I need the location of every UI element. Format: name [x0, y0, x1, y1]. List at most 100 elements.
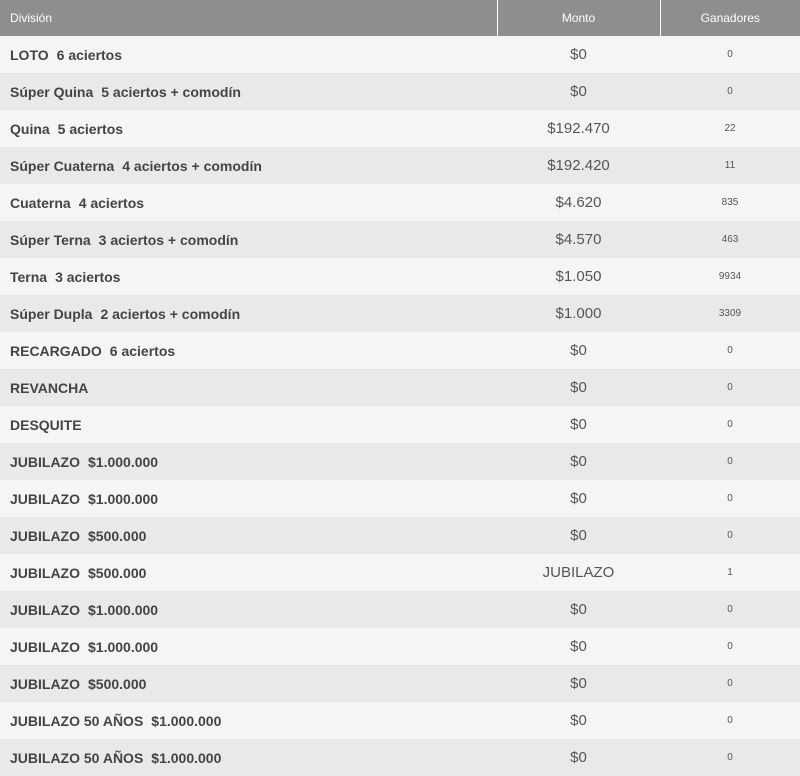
division-detail: $1.000.000: [88, 453, 159, 470]
division-name: LOTO: [10, 46, 49, 63]
table-row: LOTO 6 aciertos $0 0: [0, 36, 800, 73]
ganadores-cell: 0: [727, 752, 733, 763]
monto-cell: $1.050: [555, 268, 602, 285]
monto-cell: $4.570: [555, 231, 602, 248]
ganadores-cell: 1: [727, 567, 733, 578]
division-cell: DESQUITE: [0, 406, 497, 443]
division-name: JUBILAZO: [10, 490, 80, 507]
division-cell: JUBILAZO $1.000.000: [0, 480, 497, 517]
ganadores-cell: 0: [727, 419, 733, 430]
division-name: DESQUITE: [10, 416, 82, 433]
table-row: JUBILAZO $1.000.000 $0 0: [0, 443, 800, 480]
division-cell: LOTO 6 aciertos: [0, 36, 497, 73]
division-detail: 4 aciertos: [78, 194, 145, 211]
table-row: JUBILAZO $1.000.000 $0 0: [0, 591, 800, 628]
header-division: División: [0, 0, 498, 36]
division-cell: JUBILAZO 50 AÑOS $1.000.000: [0, 739, 497, 776]
monto-cell: $0: [570, 675, 587, 692]
division-name: JUBILAZO: [10, 638, 80, 655]
monto-cell: $4.620: [555, 194, 602, 211]
division-detail: 3 aciertos: [55, 268, 121, 285]
monto-cell: $0: [570, 490, 587, 507]
ganadores-cell: 0: [727, 715, 733, 726]
ganadores-cell: 0: [727, 530, 733, 541]
division-cell: REVANCHA: [0, 369, 497, 406]
division-cell: JUBILAZO $500.000: [0, 665, 497, 702]
monto-cell: $1.000: [555, 305, 602, 322]
division-name: JUBILAZO: [10, 564, 80, 581]
monto-cell: $0: [570, 416, 587, 433]
table-row: REVANCHA $0 0: [0, 369, 800, 406]
division-cell: JUBILAZO $1.000.000: [0, 591, 497, 628]
table-row: JUBILAZO $500.000 $0 0: [0, 517, 800, 554]
monto-cell: $0: [570, 749, 587, 766]
ganadores-cell: 463: [721, 234, 739, 245]
table-row: Súper Dupla 2 aciertos + comodín $1.000 3…: [0, 295, 800, 332]
table-row: JUBILAZO $1.000.000 $0 0: [0, 628, 800, 665]
table-header: División Monto Ganadores: [0, 0, 800, 36]
division-cell: JUBILAZO $500.000: [0, 554, 497, 591]
monto-cell: $0: [570, 342, 587, 359]
table-row: Súper Cuaterna 4 aciertos + comodín $192.…: [0, 147, 800, 184]
division-name: JUBILAZO: [10, 453, 80, 470]
monto-cell: $0: [570, 453, 587, 470]
monto-cell: $0: [570, 527, 587, 544]
division-detail: $1.000.000: [88, 638, 159, 655]
ganadores-cell: 0: [727, 604, 733, 615]
ganadores-cell: 3309: [718, 308, 742, 319]
monto-cell: $192.420: [547, 157, 610, 174]
division-cell: Cuaterna 4 aciertos: [0, 184, 497, 221]
header-row: División Monto Ganadores: [0, 0, 800, 36]
division-detail: 2 aciertos + comodín: [100, 305, 241, 322]
ganadores-cell: 0: [727, 493, 733, 504]
ganadores-cell: 22: [724, 123, 736, 134]
table-row: Quina 5 aciertos $192.470 22: [0, 110, 800, 147]
division-detail: $1.000.000: [151, 749, 222, 766]
division-detail: $1.000.000: [151, 712, 222, 729]
division-detail: 5 aciertos + comodín: [101, 83, 241, 100]
table-row: Súper Terna 3 aciertos + comodín $4.570 4…: [0, 221, 800, 258]
division-name: RECARGADO: [10, 342, 102, 359]
monto-cell: $0: [570, 638, 587, 655]
division-name: Súper Dupla: [10, 305, 93, 322]
header-monto: Monto: [497, 0, 661, 36]
division-cell: JUBILAZO $500.000: [0, 517, 497, 554]
division-name: JUBILAZO 50 AÑOS: [10, 749, 144, 766]
division-cell: Quina 5 aciertos: [0, 110, 497, 147]
table-row: RECARGADO 6 aciertos $0 0: [0, 332, 800, 369]
ganadores-cell: 0: [727, 382, 733, 393]
table-row: DESQUITE $0 0: [0, 406, 800, 443]
division-name: JUBILAZO: [10, 601, 80, 618]
division-name: Súper Cuaterna: [10, 157, 115, 174]
ganadores-cell: 11: [724, 160, 736, 171]
division-name: JUBILAZO: [10, 527, 80, 544]
division-name: Súper Quina: [10, 83, 94, 100]
table-row: Terna 3 aciertos $1.050 9934: [0, 258, 800, 295]
table-row: JUBILAZO $500.000 JUBILAZO 1: [0, 554, 800, 591]
division-detail: $500.000: [88, 527, 147, 544]
division-detail: $500.000: [88, 564, 147, 581]
division-detail: 6 aciertos: [109, 342, 176, 359]
ganadores-cell: 0: [727, 456, 733, 467]
table-row: JUBILAZO $1.000.000 $0 0: [0, 480, 800, 517]
ganadores-cell: 0: [727, 49, 733, 60]
monto-cell: $192.470: [547, 120, 610, 137]
ganadores-cell: 0: [727, 86, 733, 97]
division-name: Quina: [10, 120, 50, 137]
ganadores-cell: 0: [727, 345, 733, 356]
division-detail: $1.000.000: [88, 601, 159, 618]
division-name: JUBILAZO 50 AÑOS: [10, 712, 144, 729]
division-detail: 4 aciertos + comodín: [122, 157, 262, 174]
monto-cell: $0: [570, 46, 587, 63]
division-name: Cuaterna: [10, 194, 71, 211]
division-detail: 6 aciertos: [56, 46, 123, 63]
ganadores-cell: 0: [727, 641, 733, 652]
division-cell: Terna 3 aciertos: [0, 258, 497, 295]
monto-cell: JUBILAZO: [542, 564, 615, 581]
table-row: Súper Quina 5 aciertos + comodín $0 0: [0, 73, 800, 110]
table-body: LOTO 6 aciertos $0 0 Súper Quina 5 acierto…: [0, 36, 800, 776]
monto-cell: $0: [570, 83, 587, 100]
division-name: JUBILAZO: [10, 675, 80, 692]
header-ganadores: Ganadores: [660, 0, 800, 36]
